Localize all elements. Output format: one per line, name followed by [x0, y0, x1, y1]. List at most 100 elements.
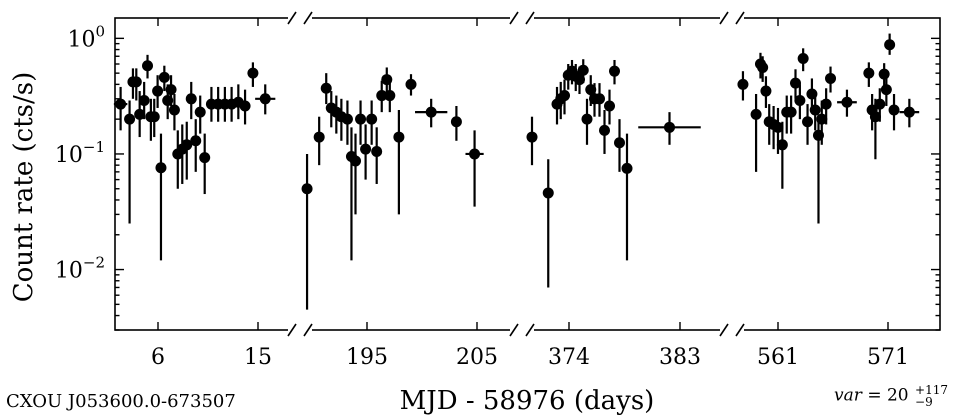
data-marker	[863, 67, 875, 79]
data-point	[355, 100, 367, 145]
data-marker	[599, 124, 610, 136]
data-point	[465, 130, 484, 207]
data-point	[181, 121, 193, 180]
data-point	[577, 59, 589, 84]
x-tick-label: 195	[346, 345, 388, 370]
data-marker	[350, 155, 361, 167]
data-point	[405, 74, 417, 96]
data-point	[594, 83, 605, 117]
axis-break-marker	[509, 11, 535, 25]
data-marker	[664, 121, 675, 133]
data-marker	[604, 100, 615, 112]
data-marker	[320, 82, 332, 94]
axis-break-slash	[525, 323, 535, 337]
data-marker	[185, 93, 197, 105]
data-point	[138, 81, 150, 120]
data-marker	[841, 96, 853, 108]
data-marker	[158, 71, 170, 83]
axis-break-slash	[719, 11, 729, 25]
axis-break-gap	[510, 325, 534, 335]
axis-break-slash	[303, 11, 313, 25]
data-point	[880, 75, 892, 106]
x-axis-label: MJD - 58976 (days)	[400, 386, 655, 416]
data-point	[794, 84, 806, 120]
x-tick-label: 205	[456, 345, 498, 370]
data-marker	[542, 187, 554, 199]
axis-break-slash	[735, 323, 745, 337]
data-point	[757, 56, 769, 82]
axis-break-gap	[510, 13, 534, 23]
data-marker	[772, 121, 784, 133]
data-point	[797, 48, 809, 72]
data-marker	[355, 113, 367, 125]
data-point	[863, 62, 875, 87]
data-point	[313, 116, 325, 166]
data-marker	[425, 106, 437, 118]
x-tick-label: 15	[244, 345, 272, 370]
data-point	[130, 68, 142, 101]
data-point	[185, 81, 197, 120]
data-marker	[609, 65, 620, 77]
data-point	[393, 110, 405, 215]
data-point	[599, 110, 610, 154]
y-tick-label: 10−1	[55, 138, 105, 168]
data-marker	[581, 113, 593, 125]
data-marker	[247, 67, 259, 79]
data-marker	[888, 104, 900, 116]
data-marker	[621, 162, 633, 174]
data-marker	[750, 108, 762, 120]
data-point	[874, 88, 886, 122]
data-marker	[366, 113, 378, 125]
data-point	[384, 80, 396, 113]
axis-break-slash	[509, 11, 519, 25]
y-tick-label: 100	[67, 22, 105, 52]
data-marker	[874, 98, 886, 110]
plot-frame	[114, 17, 941, 331]
data-marker	[134, 108, 146, 120]
data-point	[376, 80, 388, 113]
data-point	[884, 33, 896, 55]
data-point	[750, 94, 762, 172]
axis-break-marker	[287, 11, 313, 25]
source-name: CXOU J053600.0-673507	[6, 391, 236, 412]
data-marker	[115, 98, 127, 110]
data-marker	[239, 100, 251, 112]
data-point	[366, 100, 378, 145]
data-marker	[384, 90, 396, 102]
axis-break-gap	[720, 13, 744, 23]
axis-break-marker	[509, 323, 535, 337]
x-tick-label: 383	[659, 345, 701, 370]
variability-symbol: var	[834, 385, 862, 406]
data-point	[789, 69, 801, 99]
axis-break-slash	[509, 323, 519, 337]
data-marker	[168, 104, 180, 116]
data-marker	[405, 78, 417, 90]
data-marker	[142, 60, 154, 72]
data-point	[760, 76, 772, 108]
data-marker	[802, 116, 814, 128]
data-marker	[577, 64, 589, 76]
data-point	[350, 133, 361, 215]
data-marker	[393, 131, 405, 143]
data-marker	[797, 52, 809, 64]
axis-break-slash	[719, 323, 729, 337]
data-marker	[789, 77, 801, 89]
x-tick-label: 374	[548, 345, 590, 370]
data-marker	[559, 90, 570, 102]
data-point	[638, 112, 701, 145]
data-marker	[785, 106, 797, 118]
plot-axes: 100 10−1 10−2 6 15 195 205 374 383 561 571	[55, 11, 941, 370]
data-point	[158, 65, 170, 92]
data-marker	[152, 85, 164, 97]
data-marker	[376, 90, 388, 102]
data-marks	[113, 33, 920, 310]
data-marker	[199, 152, 211, 164]
y-axis-label: Count rate (cts/s)	[9, 72, 39, 303]
data-point	[737, 71, 749, 101]
data-point	[581, 98, 593, 145]
y-tick-label: 10−2	[55, 254, 105, 284]
data-point	[320, 73, 332, 105]
data-marker	[469, 148, 481, 160]
data-marker	[825, 72, 837, 84]
data-point	[621, 133, 633, 261]
